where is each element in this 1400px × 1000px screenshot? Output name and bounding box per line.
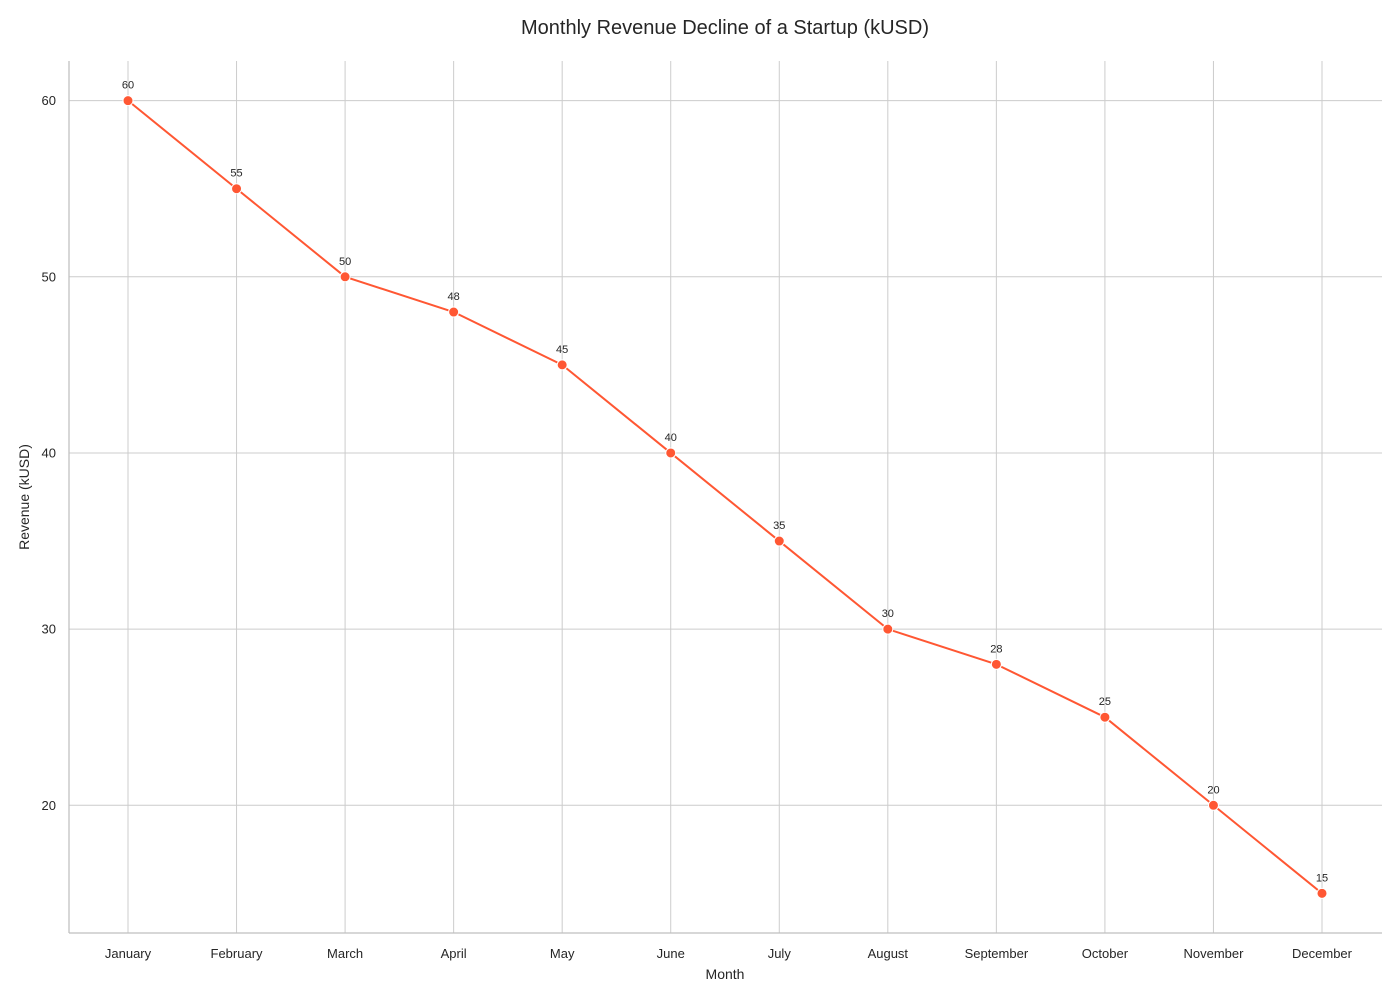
x-tick-label: May	[550, 946, 575, 961]
axes-spines	[68, 61, 1382, 934]
series-line	[127, 99, 1323, 895]
data-value-label: 48	[448, 291, 460, 303]
y-tick-label: 40	[42, 445, 56, 460]
data-point-marker	[1099, 711, 1111, 723]
data-value-label: 55	[230, 168, 242, 180]
x-tick-label: October	[1082, 946, 1129, 961]
chart-title: Monthly Revenue Decline of a Startup (kU…	[521, 17, 929, 39]
data-point-marker	[990, 658, 1002, 670]
data-value-label: 45	[556, 344, 568, 356]
x-axis-label: Month	[706, 966, 745, 982]
series-line-layer	[127, 99, 1323, 895]
data-value-label: 28	[990, 643, 1002, 655]
data-point-marker	[882, 623, 894, 635]
data-point-marker	[1316, 887, 1328, 899]
data-value-label: 25	[1099, 696, 1111, 708]
data-value-label: 60	[122, 80, 134, 92]
data-point-marker	[122, 95, 134, 107]
data-point-marker	[339, 271, 351, 283]
x-tick-label: July	[768, 946, 792, 961]
data-point-marker	[448, 306, 460, 318]
marker-layer	[122, 95, 1328, 899]
data-point-marker	[665, 447, 677, 459]
y-tick-label: 20	[42, 798, 56, 813]
data-value-label: 20	[1207, 784, 1219, 796]
x-tick-label: January	[105, 946, 152, 961]
data-point-marker	[1207, 799, 1219, 811]
y-tick-label: 60	[42, 93, 56, 108]
data-point-marker	[556, 359, 568, 371]
x-tick-label: March	[327, 946, 363, 961]
y-tick-label: 30	[42, 622, 56, 637]
x-tick-label: December	[1292, 946, 1353, 961]
data-value-label: 15	[1316, 872, 1328, 884]
x-tick-label: September	[965, 946, 1029, 961]
data-point-marker	[231, 183, 243, 195]
y-tick-label: 50	[42, 269, 56, 284]
x-tick-label: April	[441, 946, 467, 961]
x-tick-label: June	[657, 946, 685, 961]
data-point-marker	[773, 535, 785, 547]
x-tick-label: August	[868, 946, 909, 961]
data-value-label: 40	[665, 432, 677, 444]
grid-layer	[69, 61, 1382, 933]
x-tick-label: November	[1183, 946, 1244, 961]
data-value-label: 30	[882, 608, 894, 620]
tick-label-layer: January February March April May June July Augu…	[42, 93, 1353, 961]
data-value-label: 50	[339, 256, 351, 268]
y-axis-label: Revenue (kUSD)	[16, 444, 32, 550]
data-value-label: 35	[773, 520, 785, 532]
data-label-layer: 60 55 50 48 45 40 35 30 28 25 20 15	[122, 80, 1328, 885]
x-tick-label: February	[211, 946, 264, 961]
